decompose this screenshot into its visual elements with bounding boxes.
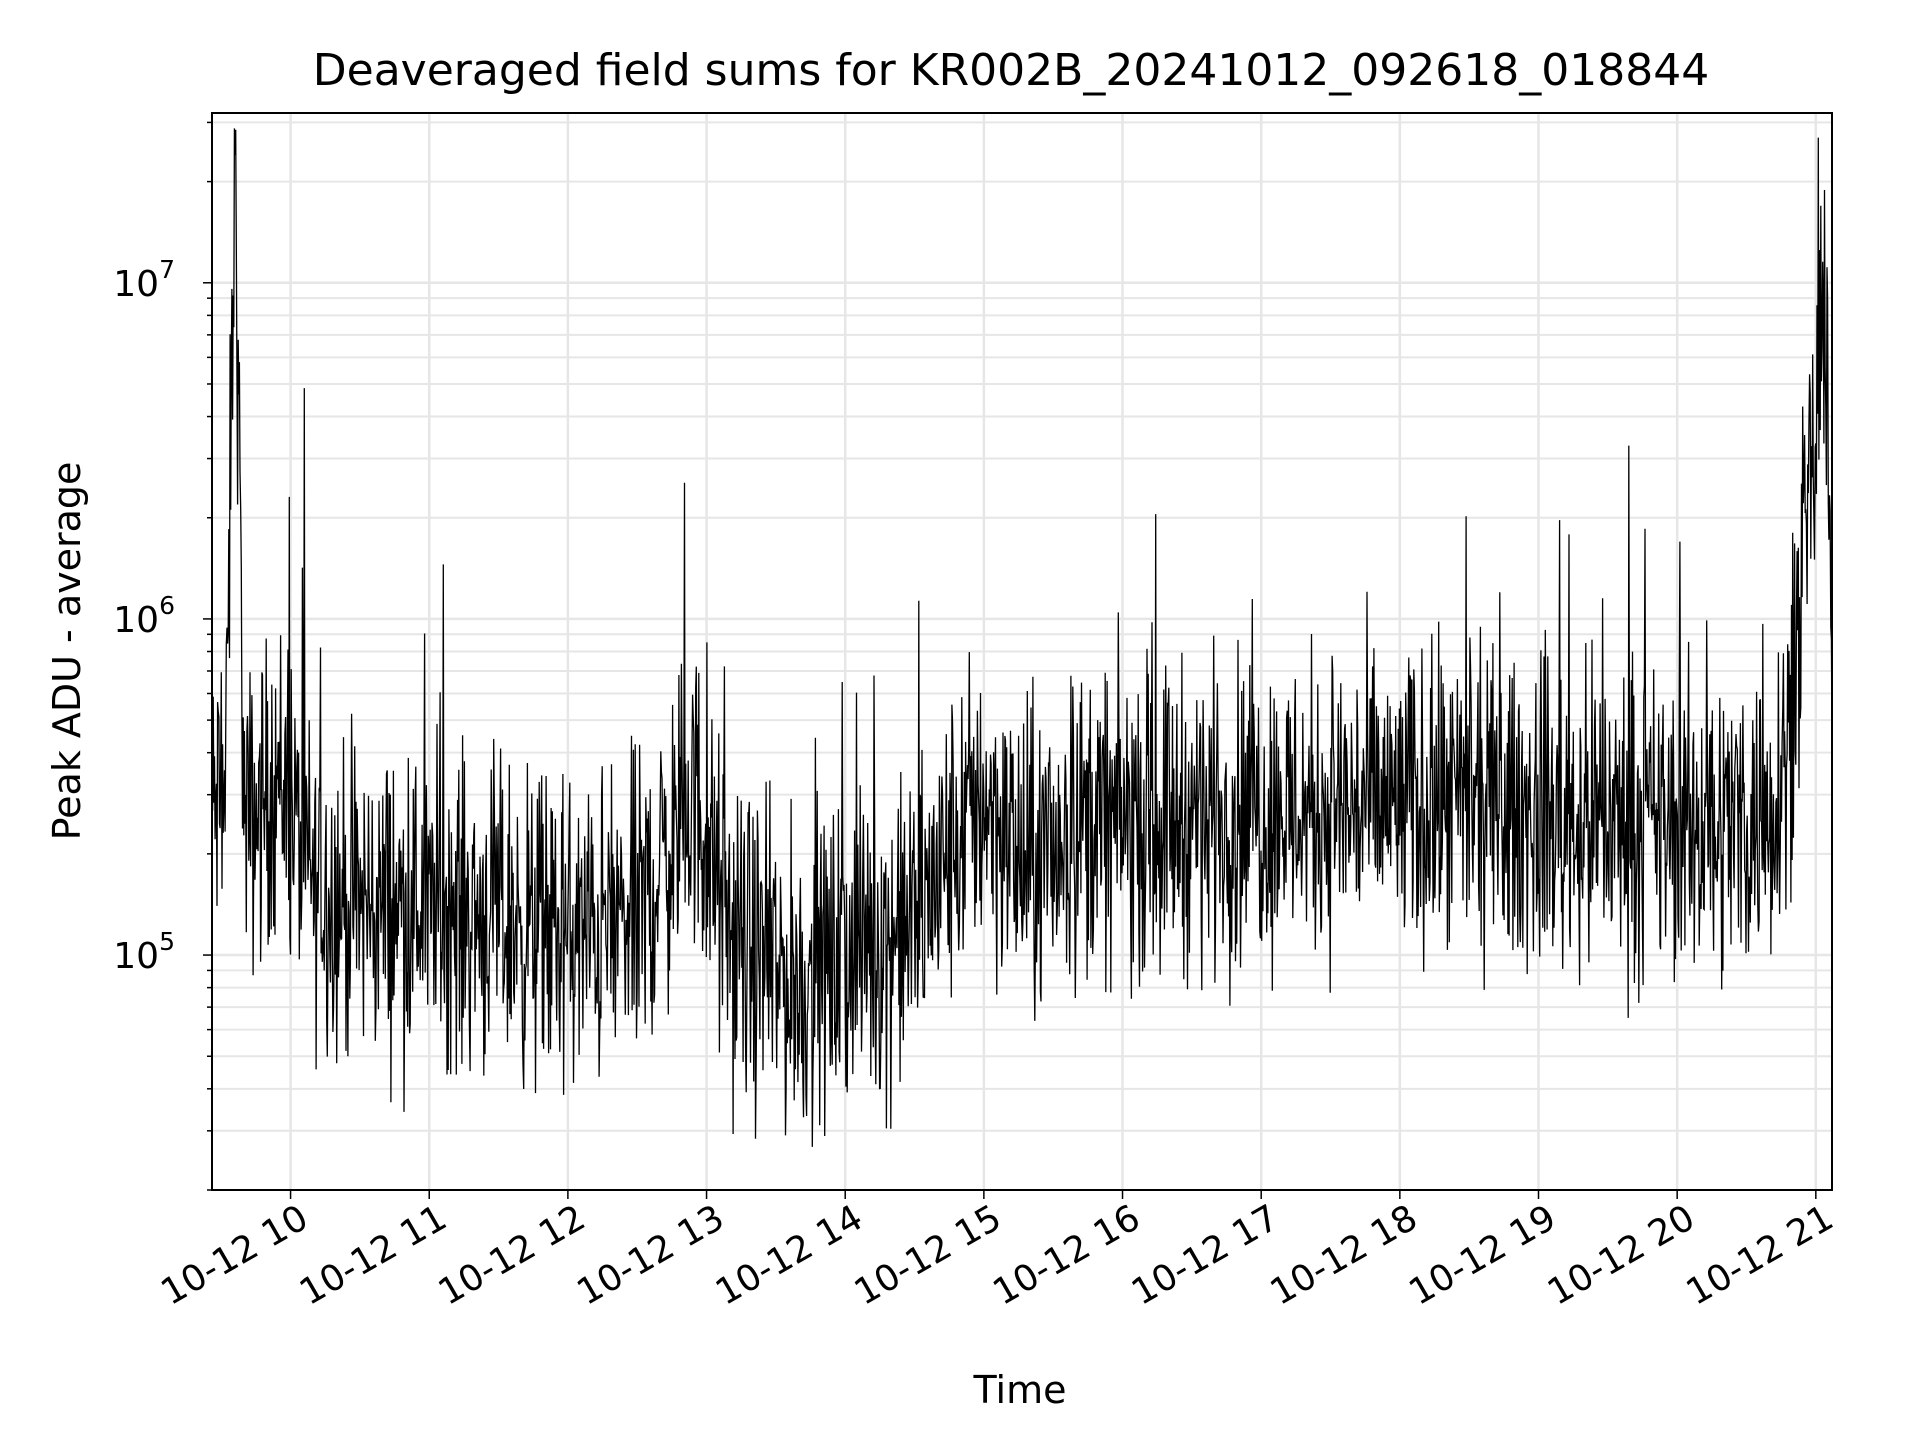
x-tick-label: 10-12 17 bbox=[1125, 1197, 1286, 1313]
y-tick-base: 10 bbox=[113, 264, 159, 305]
y-tick-exponent: 5 bbox=[159, 927, 175, 956]
y-tick-base: 10 bbox=[113, 936, 159, 977]
x-tick-label: 10-12 11 bbox=[293, 1197, 454, 1313]
x-tick-label: 10-12 10 bbox=[154, 1197, 315, 1313]
x-tick-label: 10-12 19 bbox=[1402, 1197, 1563, 1313]
y-tick-label: 105 bbox=[113, 927, 175, 977]
y-tick-base: 10 bbox=[113, 600, 159, 641]
x-tick-label: 10-12 12 bbox=[432, 1197, 593, 1313]
y-tick-label: 107 bbox=[113, 255, 175, 305]
data-series-line bbox=[211, 128, 1833, 1147]
x-axis-label: Time bbox=[973, 1368, 1067, 1412]
chart-title: Deaveraged field sums for KR002B_2024101… bbox=[313, 45, 1709, 96]
x-tick-label: 10-12 20 bbox=[1541, 1197, 1702, 1313]
x-tick-label: 10-12 15 bbox=[848, 1197, 1009, 1313]
y-tick-exponent: 7 bbox=[159, 255, 175, 284]
x-tick-label: 10-12 14 bbox=[709, 1197, 870, 1313]
x-tick-label: 10-12 16 bbox=[986, 1197, 1147, 1313]
y-tick-exponent: 6 bbox=[159, 591, 175, 620]
x-tick-label: 10-12 13 bbox=[570, 1197, 731, 1313]
x-tick-label: 10-12 21 bbox=[1680, 1197, 1841, 1313]
x-tick-label: 10-12 18 bbox=[1264, 1197, 1425, 1313]
grid bbox=[212, 113, 1832, 1191]
data-line-layer bbox=[211, 128, 1833, 1147]
y-axis-label: Peak ADU - average bbox=[45, 462, 89, 841]
y-tick-label: 106 bbox=[113, 591, 175, 641]
